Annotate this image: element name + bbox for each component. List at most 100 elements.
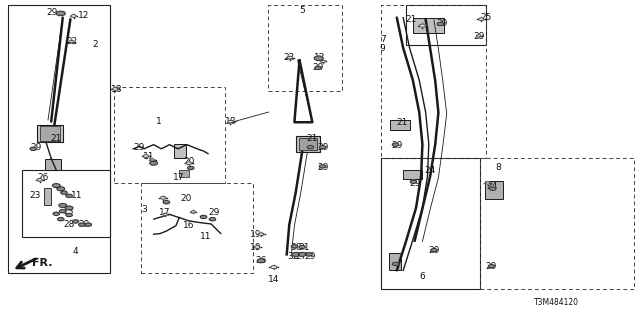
Text: 29: 29 bbox=[436, 20, 447, 28]
Circle shape bbox=[319, 165, 326, 168]
Bar bbox=[389, 253, 401, 270]
Circle shape bbox=[392, 262, 399, 266]
Text: 16: 16 bbox=[183, 221, 195, 230]
Circle shape bbox=[314, 56, 323, 60]
Text: 12: 12 bbox=[77, 12, 89, 20]
Text: 29: 29 bbox=[473, 32, 484, 41]
Text: 1: 1 bbox=[156, 117, 161, 126]
Circle shape bbox=[298, 252, 306, 256]
Bar bbox=[381, 5, 486, 158]
Circle shape bbox=[57, 187, 65, 191]
Text: 2: 2 bbox=[92, 40, 97, 49]
Text: 11: 11 bbox=[200, 232, 212, 241]
Circle shape bbox=[143, 155, 148, 157]
Text: 29: 29 bbox=[391, 141, 403, 150]
Text: 29: 29 bbox=[47, 8, 58, 17]
Circle shape bbox=[186, 162, 191, 164]
Text: 29: 29 bbox=[31, 143, 42, 152]
Text: 6: 6 bbox=[420, 272, 425, 281]
Bar bbox=[45, 159, 61, 170]
Circle shape bbox=[37, 179, 42, 181]
Circle shape bbox=[79, 223, 85, 226]
Circle shape bbox=[60, 210, 66, 213]
Circle shape bbox=[431, 249, 437, 252]
Circle shape bbox=[307, 146, 314, 149]
Circle shape bbox=[319, 146, 326, 149]
Circle shape bbox=[479, 18, 484, 20]
Circle shape bbox=[188, 166, 194, 170]
Text: 23: 23 bbox=[29, 191, 41, 200]
Text: 3: 3 bbox=[142, 205, 147, 214]
Text: 29: 29 bbox=[304, 252, 316, 261]
Text: 29: 29 bbox=[317, 163, 329, 172]
Circle shape bbox=[315, 66, 321, 69]
Text: 26: 26 bbox=[38, 173, 49, 182]
Circle shape bbox=[488, 265, 495, 268]
Text: 13: 13 bbox=[63, 207, 75, 216]
Circle shape bbox=[191, 211, 196, 213]
Circle shape bbox=[163, 201, 170, 204]
Circle shape bbox=[161, 196, 166, 199]
Text: 12: 12 bbox=[314, 53, 326, 62]
Circle shape bbox=[150, 161, 157, 165]
Bar bbox=[480, 158, 634, 289]
Text: 29: 29 bbox=[209, 208, 220, 217]
Circle shape bbox=[66, 213, 72, 217]
Circle shape bbox=[52, 184, 60, 188]
Bar bbox=[299, 138, 317, 150]
Text: 24: 24 bbox=[486, 182, 497, 191]
Text: 24: 24 bbox=[424, 166, 436, 175]
Text: 29: 29 bbox=[79, 220, 90, 229]
Circle shape bbox=[228, 120, 233, 123]
Circle shape bbox=[255, 246, 260, 248]
Bar bbox=[406, 5, 486, 45]
Circle shape bbox=[299, 245, 305, 249]
Text: FR.: FR. bbox=[32, 258, 52, 268]
Circle shape bbox=[490, 187, 496, 190]
Text: 5: 5 bbox=[300, 6, 305, 15]
Bar bbox=[8, 5, 110, 273]
Text: 29: 29 bbox=[317, 143, 329, 152]
Text: 27: 27 bbox=[295, 252, 307, 261]
Circle shape bbox=[321, 60, 326, 63]
Circle shape bbox=[291, 245, 298, 248]
Circle shape bbox=[476, 35, 481, 37]
Bar bbox=[390, 120, 410, 130]
Circle shape bbox=[392, 143, 399, 146]
Circle shape bbox=[259, 233, 264, 236]
Text: 32: 32 bbox=[287, 252, 299, 261]
Bar bbox=[37, 125, 63, 142]
Bar bbox=[22, 170, 110, 237]
Text: 14: 14 bbox=[268, 276, 280, 284]
Text: 9: 9 bbox=[380, 44, 385, 53]
Circle shape bbox=[150, 159, 155, 161]
Circle shape bbox=[56, 11, 65, 16]
Bar bbox=[485, 181, 503, 199]
Circle shape bbox=[53, 212, 60, 215]
Text: 22: 22 bbox=[284, 53, 295, 62]
Circle shape bbox=[85, 223, 92, 226]
Bar bbox=[114, 87, 225, 183]
Circle shape bbox=[58, 218, 64, 221]
Circle shape bbox=[163, 213, 168, 216]
Circle shape bbox=[306, 253, 312, 256]
Text: T3M484120: T3M484120 bbox=[534, 298, 579, 307]
Text: 25: 25 bbox=[481, 13, 492, 22]
Text: 20: 20 bbox=[180, 194, 191, 203]
Circle shape bbox=[71, 15, 76, 17]
Bar bbox=[141, 183, 253, 273]
Text: 29: 29 bbox=[428, 246, 440, 255]
Text: 17: 17 bbox=[159, 208, 171, 217]
Text: 10: 10 bbox=[250, 243, 262, 252]
Text: 18: 18 bbox=[225, 117, 236, 126]
Bar bbox=[174, 144, 186, 158]
Circle shape bbox=[486, 182, 490, 184]
Text: 8: 8 bbox=[495, 163, 500, 172]
Text: 21: 21 bbox=[51, 134, 62, 143]
Circle shape bbox=[72, 220, 79, 223]
Text: 30: 30 bbox=[290, 243, 301, 252]
Bar bbox=[44, 188, 51, 205]
Text: 26: 26 bbox=[255, 256, 267, 265]
Circle shape bbox=[209, 218, 216, 221]
Text: 31: 31 bbox=[298, 243, 310, 252]
